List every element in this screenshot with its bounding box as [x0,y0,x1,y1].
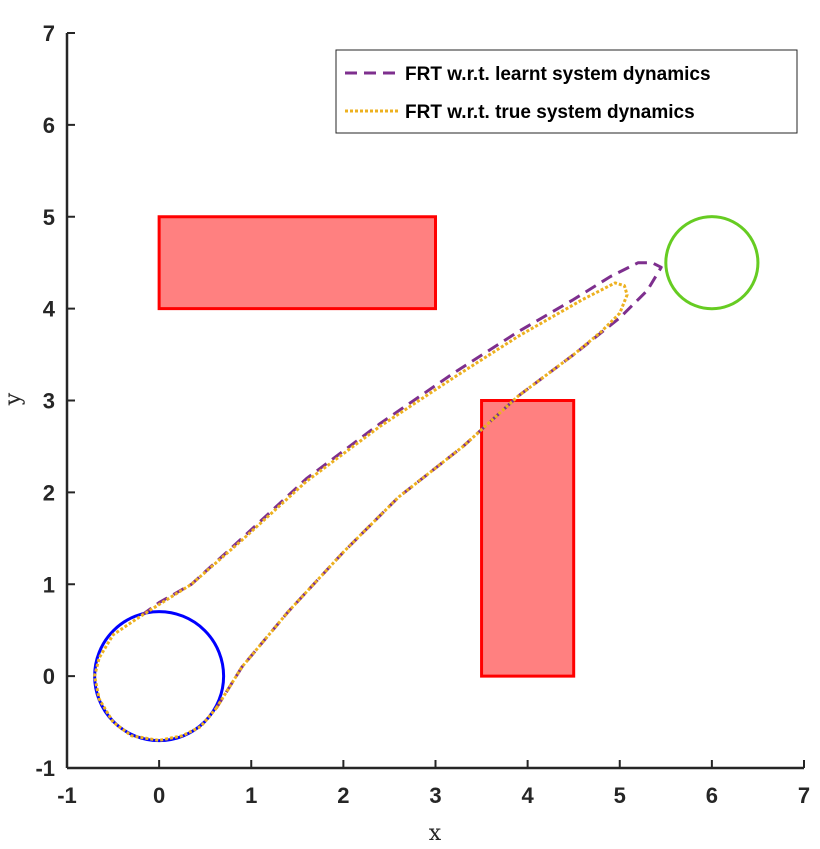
y-tick-label: 5 [43,205,55,230]
y-tick-label: 0 [43,664,55,689]
x-tick-label: 4 [522,783,535,808]
y-tick-label: 4 [43,297,56,322]
y-tick-label: 3 [43,389,55,414]
target-set-circle [664,215,760,311]
legend: FRT w.r.t. learnt system dynamics FRT w.r… [335,49,798,134]
y-tick-label: 2 [43,480,55,505]
x-tick-label: -1 [57,783,77,808]
legend-label-2: FRT w.r.t. true system dynamics [405,102,695,123]
x-tick-label: 7 [798,783,810,808]
x-tick-label: 6 [706,783,718,808]
y-axis-label: y [1,392,26,406]
x-tick-label: 3 [429,783,441,808]
y-tick-label: -1 [35,756,55,781]
y-tick-label: 6 [43,113,55,138]
obstacle-rect-1 [157,215,437,311]
ticks: -1 0 1 2 3 4 5 6 7 -1 0 1 2 3 4 5 6 7 [35,21,810,808]
series-line-1 [135,261,663,710]
y-tick-label: 7 [43,21,55,46]
x-tick-label: 2 [337,783,349,808]
obstacles [157,215,576,678]
x-tick-label: 0 [153,783,165,808]
legend-label-1: FRT w.r.t. learnt system dynamics [405,64,711,85]
x-axis-label: x [429,821,442,846]
obstacle-rect-2 [480,399,576,678]
legend-box [335,49,798,134]
axes [65,33,804,770]
series-lines [93,261,663,742]
x-tick-label: 1 [245,783,257,808]
x-tick-label: 5 [614,783,626,808]
y-tick-label: 1 [43,572,55,597]
